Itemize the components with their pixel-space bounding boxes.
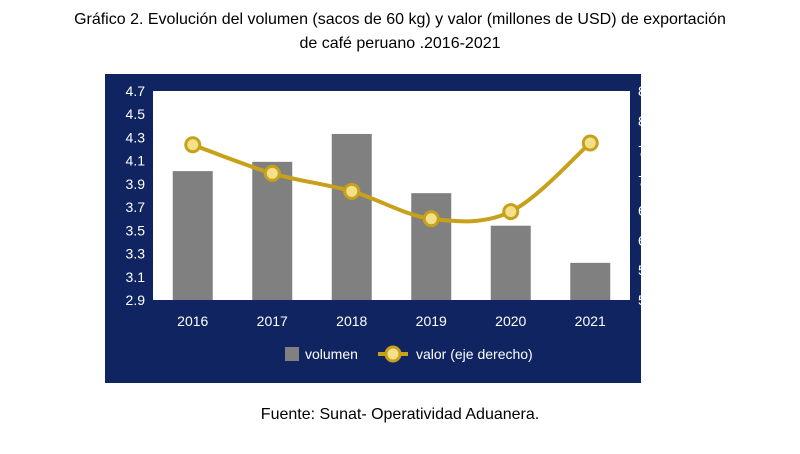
x-tick-label: 2017	[257, 313, 288, 329]
bar-2017	[252, 161, 293, 300]
x-tick-label: 2020	[495, 313, 526, 329]
y-left-tick-label: 3.7	[126, 199, 146, 215]
y-left-tick-label: 4.7	[126, 83, 146, 99]
valor-point-2016	[184, 136, 202, 154]
x-tick-label: 2021	[575, 313, 606, 329]
chart-title-line-1: Gráfico 2. Evolución del volumen (sacos …	[74, 11, 726, 28]
y-right-tick-label: 750.0	[638, 143, 673, 159]
plot-area	[153, 91, 630, 300]
y-right-tick-label: 550.0	[638, 262, 673, 278]
y-right-tick-label: 500.0	[638, 292, 673, 308]
valor-point-2018	[343, 182, 361, 200]
y-left-tick-label: 4.5	[126, 106, 146, 122]
legend-valor-marker	[384, 345, 402, 363]
y-left-tick-label: 2.9	[126, 292, 146, 308]
y-left-tick-label: 4.3	[126, 129, 146, 145]
y-right-tick-label: 600.0	[638, 232, 673, 248]
chart-title: Gráfico 2. Evolución del volumen (sacos …	[0, 8, 800, 56]
valor-point-2017	[263, 164, 281, 182]
legend-valor-label: valor (eje derecho)	[416, 346, 533, 362]
legend-volumen-label: volumen	[305, 346, 358, 362]
y-right-tick-label: 700.0	[638, 173, 673, 189]
legend-volumen-swatch	[285, 347, 299, 361]
y-right-tick-label: 850.0	[638, 83, 673, 99]
y-left-tick-label: 3.3	[126, 246, 146, 262]
y-left-tick-label: 4.1	[126, 153, 146, 169]
bar-2020	[490, 225, 531, 300]
valor-point-2019	[422, 210, 440, 228]
valor-point-2020	[502, 203, 520, 221]
x-tick-label: 2018	[336, 313, 367, 329]
valor-point-2021	[581, 134, 599, 152]
chart-title-line-2: de café peruano .2016-2021	[299, 35, 501, 52]
x-tick-label: 2019	[416, 313, 447, 329]
bar-2016	[172, 171, 213, 300]
source-note: Fuente: Sunat- Operatividad Aduanera.	[260, 406, 540, 423]
bar-2018	[331, 133, 372, 300]
y-right-tick-label: 800.0	[638, 113, 673, 129]
y-left-tick-label: 3.1	[126, 269, 146, 285]
y-left-tick-label: 3.9	[126, 176, 146, 192]
y-left-tick-label: 3.5	[126, 222, 146, 238]
bar-2019	[411, 193, 452, 300]
bar-2021	[570, 262, 611, 300]
y-right-tick-label: 650.0	[638, 202, 673, 218]
x-tick-label: 2016	[177, 313, 208, 329]
